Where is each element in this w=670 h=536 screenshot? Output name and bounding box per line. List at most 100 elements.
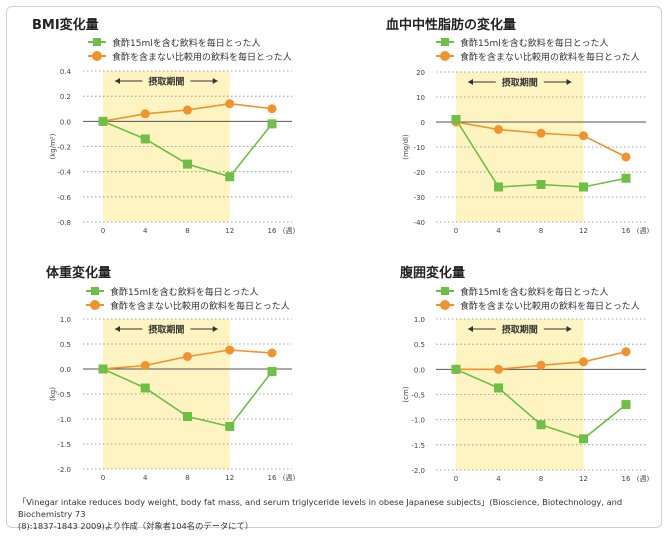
- data-point-vinegar: [579, 182, 588, 192]
- y-axis-label: (kg/m²): [49, 133, 57, 159]
- y-tick-label: -0.4: [57, 169, 71, 177]
- y-tick-label: -0.5: [411, 392, 425, 400]
- legend-label: 食酢を含まない比較用の飲料を毎日とった人: [112, 52, 292, 63]
- intake-period-band: [103, 319, 230, 469]
- x-tick-label: 0: [101, 474, 105, 482]
- y-axis-label: (kg): [49, 387, 57, 401]
- chart-legend: 食酢15mlを含む飲料を毎日とった人 食酢を含まない比較用の飲料を毎日とった人: [86, 284, 290, 312]
- data-point-control: [494, 125, 503, 134]
- data-point-control: [579, 357, 588, 367]
- data-point-vinegar: [183, 412, 192, 421]
- x-tick-label: 16: [268, 474, 277, 482]
- data-point-vinegar: [267, 119, 277, 129]
- legend-label: 食酢15mlを含む飲料を毎日とった人: [112, 38, 261, 49]
- legend-square-marker-icon: [88, 37, 106, 47]
- y-tick-label: 1.0: [414, 316, 425, 324]
- chart-panel-bmi: BMI変化量 食酢15mlを含む飲料を毎日とった人 食酢を含まない比較用の飲料を…: [32, 14, 332, 240]
- legend-circle-marker-icon: [436, 51, 454, 61]
- legend-label: 食酢15mlを含む飲料を毎日とった人: [460, 287, 609, 298]
- data-point-vinegar: [225, 172, 235, 182]
- y-tick-label: 0.0: [414, 366, 425, 374]
- x-tick-label: 8: [185, 474, 189, 482]
- source-footnote: 「Vinegar intake reduces body weight, bod…: [18, 496, 658, 532]
- data-point-vinegar: [225, 422, 235, 431]
- x-tick-label: 12: [225, 227, 234, 235]
- y-tick-label: 20: [416, 69, 425, 77]
- intake-period-label: 摂取期間: [502, 77, 538, 89]
- y-tick-label: -1.0: [411, 417, 425, 425]
- x-tick-label: 0: [454, 227, 458, 235]
- y-tick-label: 0.0: [60, 366, 71, 374]
- chart-legend: 食酢15mlを含む飲料を毎日とった人 食酢を含まない比較用の飲料を毎日とった人: [88, 35, 292, 63]
- arrowhead-right-icon: [212, 326, 218, 332]
- legend-item-control: 食酢を含まない比較用の飲料を毎日とった人: [436, 298, 640, 312]
- y-tick-label: 0.5: [414, 341, 425, 349]
- footnote-line: 「Vinegar intake reduces body weight, bod…: [18, 497, 623, 519]
- chart-legend: 食酢15mlを含む飲料を毎日とった人 食酢を含まない比較用の飲料を毎日とった人: [436, 35, 640, 63]
- data-point-control: [267, 104, 277, 114]
- data-point-control: [579, 131, 588, 141]
- y-tick-label: -30: [414, 194, 425, 202]
- x-tick-label: 16: [622, 227, 631, 235]
- intake-period-band: [103, 71, 230, 222]
- y-tick-label: 0.5: [60, 341, 71, 349]
- data-point-vinegar: [536, 420, 546, 430]
- y-tick-label: 0.2: [60, 93, 71, 101]
- chart-title: 体重変化量: [46, 266, 112, 281]
- data-point-control: [183, 352, 192, 361]
- data-point-control: [225, 99, 235, 109]
- y-tick-label: -0.5: [57, 391, 71, 399]
- y-tick-label: -10: [414, 144, 425, 152]
- y-tick-label: -40: [414, 219, 425, 227]
- chart-panel-triglyceride: 血中中性脂肪の変化量 食酢15mlを含む飲料を毎日とった人 食酢を含まない比較用…: [386, 14, 662, 240]
- data-point-vinegar: [621, 173, 631, 183]
- chart-title: 血中中性脂肪の変化量: [386, 18, 517, 33]
- x-tick-label: 4: [496, 475, 501, 483]
- intake-period-label: 摂取期間: [502, 324, 538, 336]
- data-point-vinegar: [494, 182, 503, 192]
- data-point-control: [536, 128, 546, 138]
- arrowhead-left-icon: [115, 326, 120, 332]
- x-axis-unit-label: (週): [637, 474, 650, 483]
- data-point-vinegar: [140, 134, 150, 144]
- y-tick-label: 10: [416, 94, 425, 102]
- arrowhead-right-icon: [566, 326, 572, 332]
- x-tick-label: 8: [539, 475, 543, 483]
- chart-panel-weight: 体重変化量 食酢15mlを含む飲料を毎日とった人 食酢を含まない比較用の飲料を毎…: [46, 262, 336, 488]
- data-point-control: [621, 347, 631, 357]
- x-tick-label: 4: [143, 474, 148, 482]
- chart-legend: 食酢15mlを含む飲料を毎日とった人 食酢を含まない比較用の飲料を毎日とった人: [436, 284, 640, 312]
- y-tick-label: -1.5: [411, 442, 425, 450]
- x-axis-unit-label: (週): [637, 226, 650, 235]
- data-point-vinegar: [267, 367, 277, 376]
- data-point-vinegar: [98, 116, 108, 126]
- x-tick-label: 12: [579, 475, 588, 483]
- x-tick-label: 12: [225, 474, 234, 482]
- legend-square-marker-icon: [86, 286, 104, 296]
- y-tick-label: -20: [414, 169, 425, 177]
- x-tick-label: 4: [496, 227, 501, 235]
- legend-circle-marker-icon: [86, 300, 104, 310]
- legend-label: 食酢を含まない比較用の飲料を毎日とった人: [460, 52, 640, 63]
- data-point-vinegar: [140, 383, 150, 393]
- y-tick-label: -0.2: [57, 144, 71, 152]
- legend-label: 食酢を含まない比較用の飲料を毎日とった人: [460, 301, 640, 312]
- x-axis-unit-label: (週): [283, 473, 296, 482]
- x-axis-unit-label: (週): [283, 226, 296, 235]
- legend-item-control: 食酢を含まない比較用の飲料を毎日とった人: [88, 49, 292, 63]
- data-point-control: [621, 152, 631, 162]
- data-point-control: [536, 360, 546, 370]
- data-point-control: [183, 105, 192, 115]
- arrowhead-left-icon: [468, 79, 473, 85]
- chart-title: 腹囲変化量: [400, 266, 466, 281]
- y-axis-label: (cm): [402, 386, 410, 402]
- legend-label: 食酢15mlを含む飲料を毎日とった人: [110, 287, 259, 298]
- data-point-vinegar: [494, 383, 503, 393]
- data-point-vinegar: [621, 400, 631, 410]
- data-point-control: [140, 109, 150, 119]
- y-tick-label: -1.0: [57, 416, 71, 424]
- legend-square-marker-icon: [436, 286, 454, 296]
- data-point-vinegar: [451, 364, 461, 374]
- y-axis-label: (mg/dl): [402, 134, 410, 160]
- chart-panel-waist: 腹囲変化量 食酢15mlを含む飲料を毎日とった人 食酢を含まない比較用の飲料を毎…: [400, 262, 662, 488]
